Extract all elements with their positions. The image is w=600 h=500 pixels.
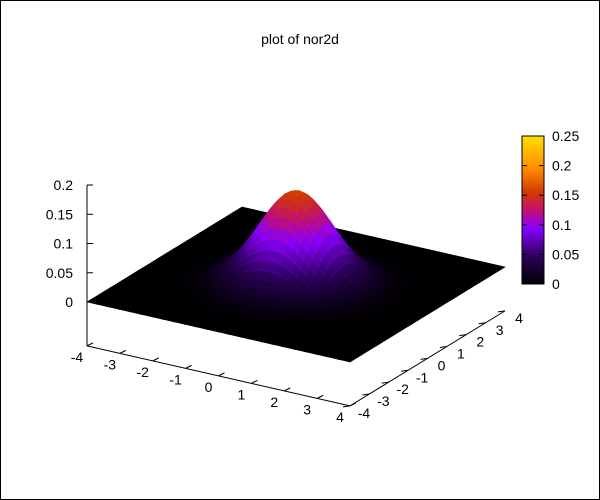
x-tick	[86, 342, 94, 347]
y-tick	[420, 357, 428, 360]
colorbox-ticks: 0 0.05 0.1 0.15 0.2 0.25	[522, 128, 579, 292]
y-tick	[401, 369, 409, 372]
colorbox	[521, 135, 545, 285]
x-tick	[185, 364, 192, 369]
y-tick-label: 2	[476, 334, 484, 350]
x-tick-label: -4	[71, 349, 84, 365]
y-tick-label: -2	[397, 381, 410, 397]
chart-title: plot of nor2d	[261, 31, 339, 47]
y-tick	[342, 405, 351, 408]
y-tick	[459, 334, 467, 337]
y-tick	[362, 393, 370, 396]
y-tick-label: -4	[358, 405, 371, 421]
y-tick-label: 1	[457, 346, 465, 362]
x-tick	[152, 357, 159, 362]
y-tick-label: 4	[515, 310, 523, 326]
surface-mesh	[86, 190, 506, 363]
y-tick	[497, 310, 506, 313]
y-tick	[381, 381, 389, 384]
x-tick-label: -1	[169, 371, 182, 387]
x-tick	[284, 387, 291, 392]
x-tick	[316, 394, 324, 399]
x-tick	[119, 349, 127, 354]
x-tick	[251, 379, 258, 384]
x-tick	[218, 372, 225, 377]
colorbox-tick-label: 0.2	[552, 158, 572, 174]
z-tick-label: 0.05	[46, 265, 73, 281]
x-tick-label: 2	[270, 394, 278, 410]
x-tick	[349, 402, 357, 407]
x-tick-label: -3	[104, 356, 117, 372]
z-tick-label: 0.15	[46, 206, 73, 222]
x-tick-label: 3	[303, 401, 311, 417]
y-tick	[439, 346, 447, 348]
x-tick-label: 0	[205, 379, 213, 395]
colorbox-tick-label: 0.1	[552, 217, 572, 233]
x-tick-label: 4	[336, 409, 344, 425]
surface-cell	[343, 358, 354, 363]
x-tick-label: 1	[237, 386, 245, 402]
z-tick-label: 0.1	[54, 236, 74, 252]
axes: -4 -3 -2 -1 0 1 2 3 4 -4-3-2-10123400.050.10.150.…	[46, 177, 523, 425]
colorbox-tick-label: 0.15	[552, 187, 579, 203]
colorbox-tick-label: 0.05	[552, 246, 579, 262]
colorbox-tick-label: 0.25	[552, 128, 579, 144]
y-tick-label: 0	[438, 357, 446, 373]
colorbox-tick-label: 0	[552, 276, 560, 292]
y-tick-label: -3	[377, 393, 390, 409]
y-tick-label: 3	[496, 322, 504, 338]
z-tick-label: 0.2	[54, 177, 74, 193]
y-tick-label: -1	[416, 369, 429, 385]
y-tick	[478, 322, 486, 325]
z-tick-label: 0	[65, 294, 73, 310]
x-tick-label: -2	[137, 364, 150, 380]
